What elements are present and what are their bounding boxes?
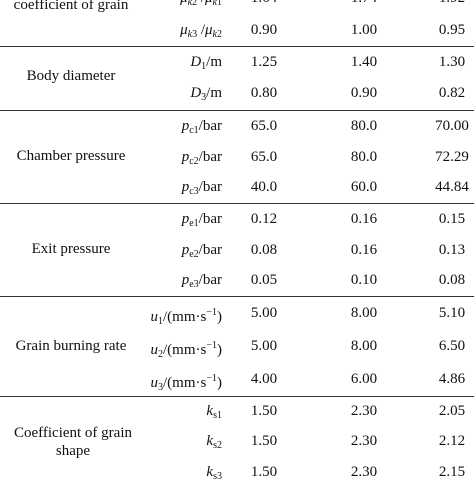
value-cell: 0.16 [350, 211, 378, 227]
value-cell: 1.74 [329, 0, 399, 13]
symbol-cell: ks2 [206, 433, 222, 451]
value-cell: 1.64 [229, 0, 299, 13]
value-cell: 0.08 [438, 272, 466, 288]
value-cell: 70.00 [435, 118, 469, 134]
group-label-grain-burning-rate: Grain burning rate [15, 338, 127, 354]
value-cell: 0.90 [350, 85, 378, 101]
symbol-cell: D3/m [190, 85, 222, 103]
value-cell: 4.86 [438, 371, 466, 387]
symbol-cell: pe2/bar [181, 242, 222, 260]
symbol-cell: pe1/bar [181, 211, 222, 229]
group-divider [0, 203, 474, 204]
group-label-exit-pressure: Exit pressure [31, 241, 111, 257]
value-cell: 1.50 [250, 464, 278, 480]
value-cell: 1.50 [250, 433, 278, 449]
table-row: u1/(mm·s−1) 5.00 8.00 5.10 [0, 298, 474, 328]
value-cell: 0.95 [438, 22, 466, 38]
value-cell: 65.0 [250, 149, 278, 165]
value-cell: 0.15 [438, 211, 466, 227]
value-cell: 2.05 [438, 403, 466, 419]
table-row: pc1/bar 65.0 80.0 70.00 [0, 111, 474, 141]
value-cell: 0.16 [350, 242, 378, 258]
value-cell: 0.82 [438, 85, 466, 101]
table-row: pe3/bar 0.05 0.10 0.08 [0, 265, 474, 295]
value-cell: 6.00 [350, 371, 378, 387]
value-cell: 44.84 [435, 179, 469, 195]
symbol-cell: pc1/bar [181, 118, 222, 136]
group-label-body-diameter: Body diameter [26, 68, 116, 84]
table-row: pc3/bar 40.0 60.0 44.84 [0, 172, 474, 202]
value-cell: 5.00 [250, 305, 278, 321]
value-cell: 2.12 [438, 433, 466, 449]
value-cell: 1.25 [250, 54, 278, 70]
group-divider [0, 110, 474, 111]
value-cell: 65.0 [250, 118, 278, 134]
value-cell: 0.10 [350, 272, 378, 288]
value-cell: 4.00 [250, 371, 278, 387]
table-row: μk2 /μk1 1.64 1.74 1.92 [0, 0, 474, 13]
symbol-cell: ks3 [206, 464, 222, 482]
value-cell: 1.40 [350, 54, 378, 70]
value-cell: 1.00 [350, 22, 378, 38]
group-label-chamber-pressure: Chamber pressure [16, 148, 126, 164]
table-row: pc2/bar 65.0 80.0 72.29 [0, 142, 474, 172]
parameter-table: μk2 /μk1 1.64 1.74 1.92 coefficient of g… [0, 0, 474, 482]
value-cell: 2.15 [438, 464, 466, 480]
value-cell: 8.00 [350, 305, 378, 321]
value-cell: 8.00 [350, 338, 378, 354]
value-cell: 2.30 [350, 433, 378, 449]
value-cell: 1.50 [250, 403, 278, 419]
group-label-grain-shape-coefficient: Coefficient of grain shape [13, 425, 132, 459]
symbol-cell: μk2 /μk1 [180, 0, 222, 8]
group-divider [0, 296, 474, 297]
table-row: ks1 1.50 2.30 2.05 [0, 396, 474, 426]
value-cell: 0.13 [438, 242, 466, 258]
table-row: μk3 /μk2 0.90 1.00 0.95 [0, 15, 474, 45]
value-cell: 72.29 [435, 149, 469, 165]
value-cell: 0.05 [250, 272, 278, 288]
group-label-grain-coefficient-top: coefficient of grain [13, 0, 129, 13]
value-cell: 0.12 [250, 211, 278, 227]
value-cell: 80.0 [350, 118, 378, 134]
symbol-cell: pc2/bar [181, 149, 222, 167]
table-row: D1/m 1.25 1.40 1.30 [0, 47, 474, 77]
table-row: u2/(mm·s−1) 5.00 8.00 6.50 [0, 331, 474, 361]
value-cell: 6.50 [438, 338, 466, 354]
symbol-cell: u1/(mm·s−1) [150, 307, 222, 327]
value-cell: 40.0 [250, 179, 278, 195]
value-cell: 0.08 [250, 242, 278, 258]
group-divider [0, 396, 474, 397]
value-cell: 60.0 [350, 179, 378, 195]
symbol-cell: D1/m [190, 54, 222, 72]
value-cell: 2.30 [350, 464, 378, 480]
value-cell: 5.10 [438, 305, 466, 321]
symbol-cell: pe3/bar [181, 272, 222, 290]
value-cell: 0.80 [250, 85, 278, 101]
symbol-cell: u2/(mm·s−1) [150, 340, 222, 360]
table-row: ks3 1.50 2.30 2.15 [0, 457, 474, 487]
table-row: pe2/bar 0.08 0.16 0.13 [0, 235, 474, 265]
value-cell: 1.92 [417, 0, 474, 13]
value-cell: 2.30 [350, 403, 378, 419]
table-row: ks2 1.50 2.30 2.12 [0, 426, 474, 456]
table-row: pe1/bar 0.12 0.16 0.15 [0, 204, 474, 234]
value-cell: 5.00 [250, 338, 278, 354]
table-row: u3/(mm·s−1) 4.00 6.00 4.86 [0, 364, 474, 394]
symbol-cell: pc3/bar [181, 179, 222, 197]
table-row: D3/m 0.80 0.90 0.82 [0, 78, 474, 108]
group-divider [0, 46, 474, 47]
symbol-cell: μk3 /μk2 [180, 22, 222, 40]
symbol-cell: u3/(mm·s−1) [150, 373, 222, 393]
value-cell: 0.90 [250, 22, 278, 38]
value-cell: 1.30 [438, 54, 466, 70]
value-cell: 80.0 [350, 149, 378, 165]
symbol-cell: ks1 [206, 403, 222, 421]
